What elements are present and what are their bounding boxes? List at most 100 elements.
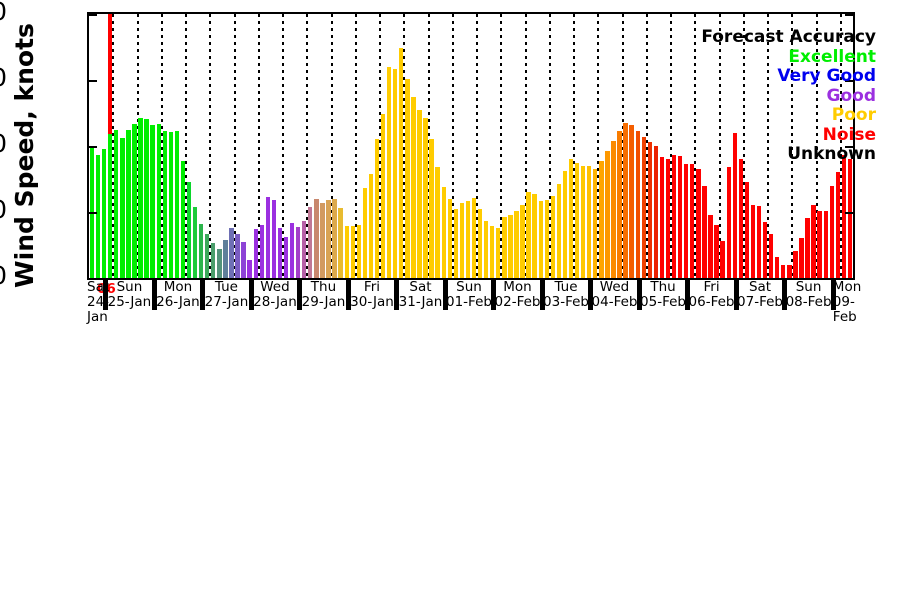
day-of-week: Tue xyxy=(214,279,238,295)
bar xyxy=(150,124,155,278)
day-separator xyxy=(297,280,303,310)
day-separator xyxy=(345,280,351,310)
day-separator xyxy=(830,280,836,310)
y-tick xyxy=(88,278,97,280)
x-axis-day-label: Sat 07-Feb xyxy=(736,280,785,318)
day-of-week: Thu xyxy=(310,279,337,295)
bar xyxy=(417,109,422,278)
bar xyxy=(405,78,410,278)
bar xyxy=(829,185,834,278)
bar xyxy=(192,206,198,278)
bar xyxy=(314,199,319,278)
day-date: 27-Jan xyxy=(204,294,249,310)
bar xyxy=(229,227,234,278)
y-tick-right xyxy=(845,278,854,280)
day-of-week: Fri xyxy=(703,279,720,295)
day-date: 30-Jan xyxy=(350,294,394,310)
bar xyxy=(362,187,368,278)
bar xyxy=(768,234,774,278)
gridline-vertical xyxy=(839,14,842,278)
bar xyxy=(247,259,252,278)
bar xyxy=(271,200,277,278)
bar xyxy=(635,131,640,278)
bar xyxy=(696,169,701,278)
y-tick xyxy=(88,212,97,214)
day-date: 07-Feb xyxy=(737,294,783,310)
bar xyxy=(217,248,222,278)
y-tick-label: 40 xyxy=(0,0,7,26)
bar xyxy=(659,156,665,278)
bar xyxy=(277,227,283,278)
day-date: 28-Jan xyxy=(253,294,297,310)
bar xyxy=(599,160,604,278)
gridline-vertical xyxy=(379,14,382,278)
bar xyxy=(835,171,841,278)
legend-item-good: Good xyxy=(826,85,876,106)
day-date: 09-Feb xyxy=(832,294,857,325)
bar xyxy=(308,207,313,278)
gridline-vertical xyxy=(815,14,818,278)
bar xyxy=(550,196,556,278)
bar xyxy=(508,215,513,278)
bar xyxy=(320,202,325,278)
day-separator xyxy=(539,280,545,310)
x-axis-day-label: Tue 03-Feb xyxy=(542,280,591,318)
x-axis-day-label: Sun 01-Feb xyxy=(445,280,494,318)
bar xyxy=(756,206,762,278)
day-of-week: Sun xyxy=(116,279,143,295)
gridline-vertical xyxy=(718,14,721,278)
day-separator xyxy=(588,280,594,310)
bar xyxy=(744,181,750,278)
bar xyxy=(186,181,192,278)
bar xyxy=(665,159,671,278)
x-axis-day-label: Mon 26-Jan xyxy=(154,280,203,318)
bar xyxy=(629,124,634,278)
bar xyxy=(514,211,519,278)
day-of-week: Mon xyxy=(832,279,862,295)
bar xyxy=(477,209,483,278)
bar xyxy=(95,154,101,278)
bar xyxy=(762,221,768,278)
day-separator xyxy=(103,280,109,310)
bar xyxy=(544,200,549,278)
bar xyxy=(326,200,331,278)
y-tick-label: 30 xyxy=(0,63,7,92)
bar xyxy=(671,155,677,278)
bar xyxy=(380,114,386,278)
day-date: 26-Jan xyxy=(156,294,200,310)
bar xyxy=(350,225,355,278)
legend-title: Forecast Accuracy xyxy=(701,27,876,47)
day-separator xyxy=(248,280,254,310)
bar xyxy=(253,229,258,278)
gridline-vertical xyxy=(767,14,770,278)
bar xyxy=(447,198,452,278)
bar xyxy=(429,139,434,278)
bar xyxy=(374,138,380,278)
bar xyxy=(441,186,446,278)
bar xyxy=(708,215,713,278)
bar xyxy=(653,146,659,278)
bar xyxy=(568,159,574,278)
bar xyxy=(198,223,204,278)
bar xyxy=(690,164,695,278)
bar xyxy=(101,148,107,278)
bar xyxy=(574,162,580,278)
gridline-vertical xyxy=(233,14,236,278)
bar xyxy=(156,123,161,278)
bar xyxy=(453,209,459,278)
bar xyxy=(459,202,465,278)
bar xyxy=(647,142,653,278)
gridline-vertical xyxy=(451,14,454,278)
bar xyxy=(259,225,264,278)
bar xyxy=(678,155,683,278)
y-tick xyxy=(88,146,97,148)
bar xyxy=(399,47,404,278)
plot-area xyxy=(87,12,855,280)
day-date: 06-Feb xyxy=(688,294,735,310)
day-date: 25-Jan xyxy=(107,294,152,310)
day-of-week: Wed xyxy=(599,279,630,295)
gridline-vertical xyxy=(403,14,406,278)
y-tick-right xyxy=(845,80,854,82)
bar xyxy=(235,234,240,278)
bar xyxy=(126,129,131,278)
